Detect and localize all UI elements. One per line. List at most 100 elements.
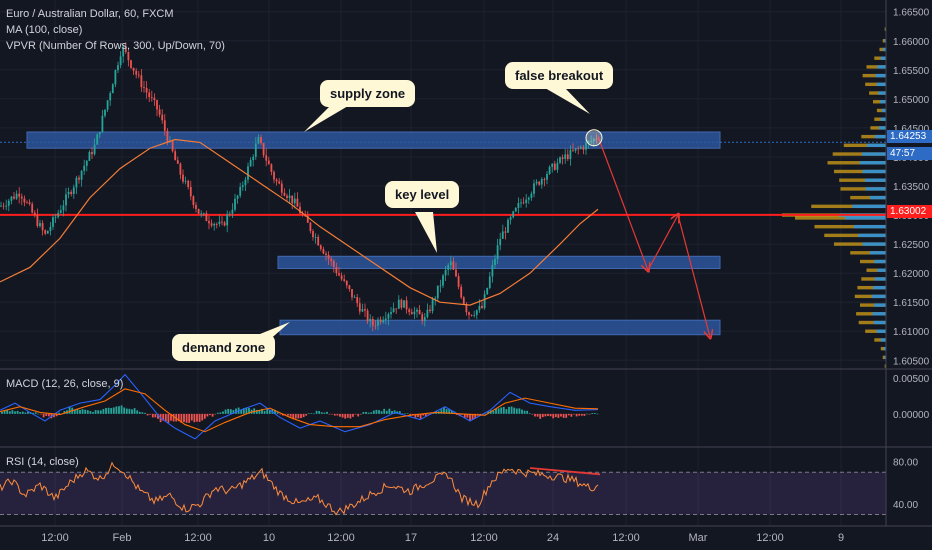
macd-histogram-bar — [362, 412, 365, 414]
candle-body — [39, 223, 41, 227]
vp-bar-down — [865, 82, 886, 87]
macd-histogram-bar — [115, 406, 118, 414]
candle-body — [106, 100, 109, 110]
vp-bar-up — [852, 204, 886, 209]
candle-body — [98, 132, 101, 135]
candle-body — [280, 183, 283, 193]
candle-body — [83, 165, 86, 171]
vp-bar-down — [854, 294, 886, 299]
macd-histogram-bar — [586, 413, 588, 415]
macd-histogram-bar — [245, 407, 248, 414]
macd-histogram-bar — [466, 413, 469, 418]
candle-body — [161, 114, 164, 121]
projection-segment — [647, 215, 678, 271]
candle-body — [449, 261, 452, 266]
macd-histogram-bar — [120, 405, 123, 414]
candle-body — [377, 319, 379, 326]
candle-body — [322, 249, 325, 254]
macd-histogram-bar — [305, 413, 308, 416]
macd-histogram-bar — [495, 408, 497, 414]
candle-body — [481, 305, 483, 308]
candle-body — [195, 204, 197, 209]
macd-histogram-bar — [141, 412, 144, 414]
candle-body — [335, 267, 338, 274]
candle-body — [582, 147, 585, 150]
macd-histogram-bar — [479, 413, 482, 415]
vp-bar-up — [853, 224, 886, 229]
vp-bar-up — [869, 251, 886, 255]
candle-body — [473, 315, 476, 316]
vp-bar-down — [861, 277, 886, 281]
candle-body — [202, 213, 205, 215]
candle-body — [54, 216, 57, 218]
macd-histogram-bar — [240, 409, 243, 414]
macd-histogram-bar — [266, 409, 269, 414]
candle-body — [145, 87, 148, 93]
price-tick-label: 1.66000 — [893, 37, 930, 48]
candle-body — [356, 297, 359, 304]
candle-body — [369, 318, 372, 322]
candle-body — [288, 195, 291, 198]
chart-title: Euro / Australian Dollar, 60, FXCM — [6, 8, 174, 20]
candle-body — [163, 120, 166, 131]
vp-bar-down — [860, 303, 886, 307]
projection-segment — [677, 214, 710, 337]
macd-histogram-bar — [513, 407, 516, 414]
macd-histogram-bar — [331, 413, 334, 415]
vp-bar-down — [866, 268, 886, 272]
zone-rect — [26, 131, 721, 149]
vp-bar-up — [874, 277, 886, 281]
candle-body — [265, 155, 268, 161]
macd-histogram-bar — [172, 413, 175, 422]
macd-histogram-bar — [294, 413, 297, 419]
macd-histogram-bar — [79, 409, 81, 414]
macd-histogram-bar — [27, 411, 29, 414]
macd-histogram-bar — [539, 413, 542, 419]
candle-body — [478, 305, 481, 311]
candle-body — [31, 204, 34, 213]
candle-body — [314, 236, 317, 238]
candle-body — [533, 183, 535, 194]
vp-bar-down — [856, 312, 886, 316]
macd-histogram-bar — [424, 413, 427, 417]
macd-histogram-bar — [411, 413, 414, 415]
candle-body — [179, 163, 182, 175]
macd-histogram-bar — [263, 410, 266, 414]
vp-bar-down — [834, 169, 886, 174]
candle-body — [366, 310, 369, 322]
candle-body — [286, 195, 288, 198]
macd-histogram-bar — [131, 409, 133, 414]
macd-histogram-bar — [575, 413, 578, 417]
vp-bar-down — [879, 47, 886, 52]
macd-histogram-bar — [593, 412, 596, 414]
demand-zone-callout: demand zone — [172, 334, 276, 361]
macd-tick-label: 0.00500 — [893, 374, 930, 385]
candle-body — [486, 288, 489, 295]
macd-histogram-bar — [105, 407, 107, 414]
vp-bar-up — [845, 216, 886, 220]
candle-body — [340, 275, 343, 280]
macd-histogram-bar — [138, 411, 141, 414]
candle-body — [442, 275, 444, 286]
macd-histogram-bar — [344, 413, 347, 419]
macd-histogram-bar — [580, 413, 583, 416]
false-breakout-callout: false breakout — [505, 62, 614, 89]
macd-histogram-bar — [588, 413, 591, 415]
macd-histogram-bar — [463, 413, 466, 418]
candle-body — [254, 143, 257, 157]
macd-histogram-bar — [391, 410, 393, 414]
macd-histogram-bar — [448, 408, 451, 414]
macd-histogram-bar — [68, 407, 71, 414]
macd-histogram-bar — [336, 413, 339, 416]
rsi-pane — [0, 461, 886, 516]
macd-histogram-bar — [198, 413, 201, 422]
macd-histogram-bar — [471, 413, 474, 420]
macd-histogram-bar — [554, 413, 557, 418]
macd-histogram-bar — [242, 408, 245, 414]
candle-body — [182, 174, 184, 182]
vp-bar-down — [874, 117, 886, 121]
time-tick-label: 12:00 — [184, 532, 212, 544]
candle-body — [262, 143, 265, 156]
candle-body — [10, 196, 13, 201]
